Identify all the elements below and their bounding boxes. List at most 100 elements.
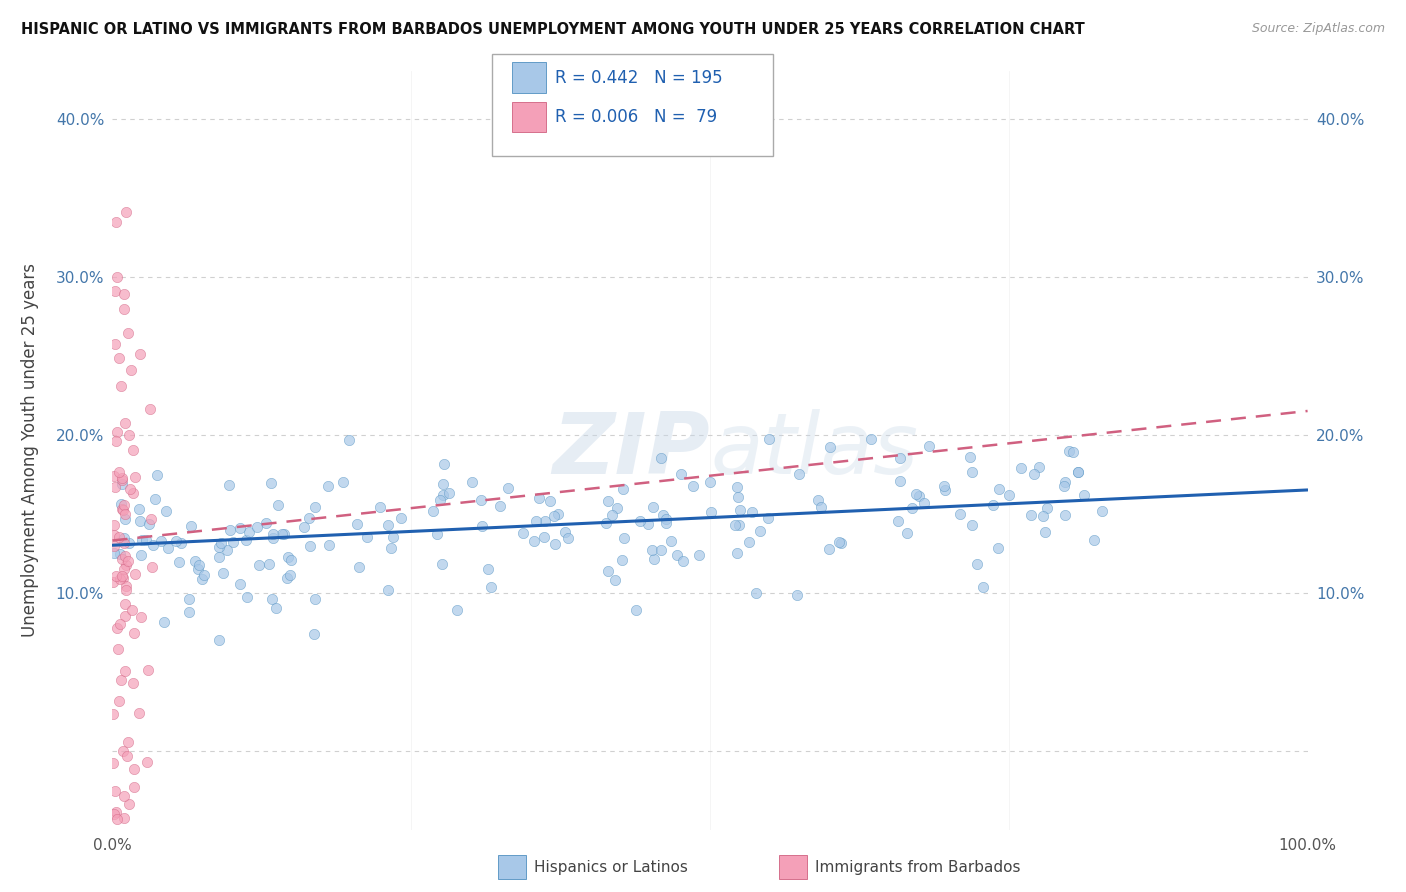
Point bbox=[382, 530, 405, 544]
Point bbox=[104, 336, 127, 351]
Point bbox=[111, 569, 134, 583]
Text: R = 0.006   N =  79: R = 0.006 N = 79 bbox=[555, 108, 717, 126]
Point bbox=[235, 533, 257, 547]
Point bbox=[606, 500, 628, 515]
Point bbox=[479, 581, 502, 595]
Point bbox=[254, 516, 277, 530]
Point bbox=[129, 347, 152, 361]
Point bbox=[121, 603, 143, 617]
Point bbox=[905, 487, 928, 501]
Point bbox=[727, 490, 749, 504]
Point bbox=[273, 526, 295, 541]
Point bbox=[118, 536, 141, 550]
Point bbox=[598, 493, 620, 508]
Point bbox=[104, 480, 127, 494]
Point bbox=[960, 465, 983, 479]
Point bbox=[828, 535, 851, 549]
Point bbox=[498, 481, 520, 495]
Point bbox=[426, 527, 449, 541]
Point bbox=[859, 433, 882, 447]
Point bbox=[543, 508, 565, 523]
Point bbox=[302, 626, 325, 640]
Point bbox=[112, 287, 135, 301]
Point bbox=[987, 541, 1010, 556]
Point bbox=[105, 569, 128, 583]
Point bbox=[215, 542, 238, 557]
Point bbox=[124, 567, 146, 582]
Point bbox=[112, 789, 135, 803]
Point bbox=[103, 806, 125, 821]
Point bbox=[524, 514, 547, 528]
Point bbox=[114, 301, 136, 316]
Point bbox=[672, 554, 695, 568]
Point bbox=[208, 550, 231, 565]
Point bbox=[655, 512, 678, 526]
Point bbox=[557, 531, 579, 545]
Point bbox=[112, 536, 135, 550]
Point bbox=[138, 516, 160, 531]
Point bbox=[682, 479, 704, 493]
Point bbox=[641, 500, 664, 514]
Point bbox=[219, 523, 242, 537]
Point bbox=[114, 608, 136, 623]
Point bbox=[610, 553, 633, 567]
Point bbox=[180, 519, 202, 533]
Point bbox=[108, 530, 131, 544]
Point bbox=[246, 520, 269, 534]
Point bbox=[209, 536, 232, 550]
Point bbox=[280, 553, 302, 567]
Point bbox=[117, 748, 139, 763]
Point bbox=[818, 542, 841, 557]
Point bbox=[356, 530, 378, 544]
Point bbox=[460, 475, 482, 490]
Y-axis label: Unemployment Among Youth under 25 years: Unemployment Among Youth under 25 years bbox=[21, 263, 39, 638]
Point bbox=[120, 363, 142, 377]
Point bbox=[143, 491, 166, 506]
Point bbox=[598, 564, 620, 578]
Point bbox=[128, 706, 150, 720]
Point bbox=[818, 440, 841, 454]
Point bbox=[187, 558, 209, 572]
Point bbox=[107, 812, 129, 826]
Point bbox=[222, 534, 245, 549]
Point bbox=[117, 735, 139, 749]
Point bbox=[613, 531, 636, 545]
Point bbox=[111, 476, 134, 491]
Point bbox=[267, 498, 290, 512]
Point bbox=[725, 480, 748, 494]
Point bbox=[724, 518, 747, 533]
Point bbox=[105, 269, 128, 284]
Point bbox=[368, 500, 391, 515]
Point bbox=[595, 516, 617, 531]
Point bbox=[643, 551, 665, 566]
Point bbox=[101, 706, 124, 721]
Point bbox=[538, 493, 561, 508]
Point bbox=[949, 507, 972, 521]
Point bbox=[167, 555, 190, 569]
Point bbox=[432, 488, 454, 502]
Point bbox=[972, 580, 994, 594]
Point bbox=[122, 762, 145, 776]
Point bbox=[139, 402, 162, 417]
Point bbox=[655, 516, 678, 530]
Point bbox=[292, 520, 315, 534]
Point bbox=[544, 537, 567, 551]
Point bbox=[807, 492, 830, 507]
Point bbox=[257, 557, 280, 571]
Point bbox=[966, 557, 988, 571]
Point bbox=[229, 576, 252, 591]
Point bbox=[377, 583, 399, 598]
Point bbox=[103, 756, 125, 771]
Point bbox=[533, 514, 555, 528]
Point bbox=[810, 500, 832, 514]
Point bbox=[110, 379, 132, 393]
Point bbox=[112, 531, 135, 545]
Point bbox=[741, 505, 763, 519]
Point bbox=[758, 432, 780, 446]
Point bbox=[1019, 508, 1042, 522]
Point bbox=[1053, 479, 1076, 493]
Point bbox=[669, 467, 692, 481]
Point bbox=[141, 512, 163, 526]
Point bbox=[600, 508, 623, 522]
Point bbox=[105, 434, 128, 449]
